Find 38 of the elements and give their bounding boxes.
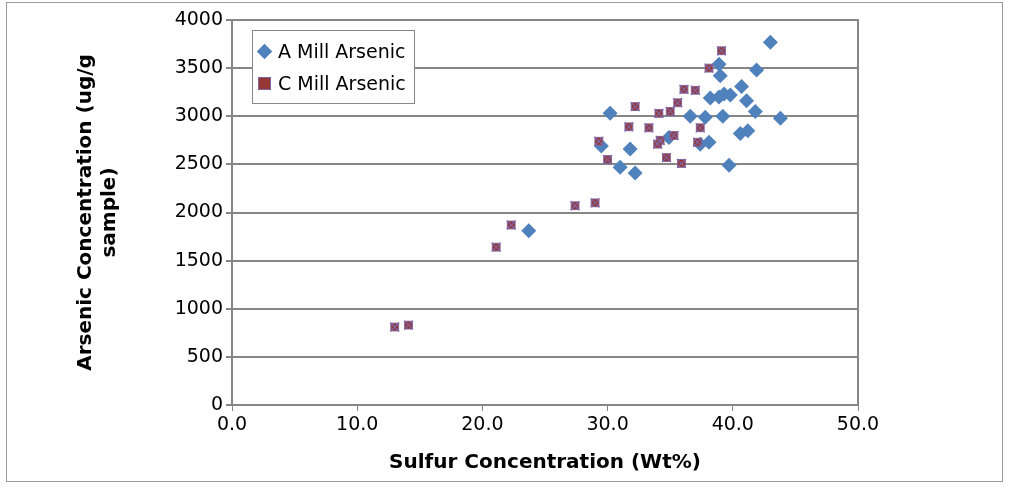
point (740, 123, 756, 139)
point (521, 223, 537, 239)
point (602, 105, 618, 121)
point (747, 103, 763, 119)
legend-label: C Mill Arsenic (277, 71, 406, 96)
point (734, 78, 750, 94)
x-tick-label: 20.0 (461, 412, 504, 435)
y-tick-label: 2000 (174, 199, 223, 222)
point (711, 56, 727, 72)
y-tick-label: 500 (186, 343, 223, 366)
y-tick-label: 4000 (174, 6, 223, 29)
point (712, 68, 728, 84)
point (721, 157, 737, 173)
point (612, 159, 628, 175)
y-tick-label: 1500 (174, 247, 223, 270)
x-axis-title: Sulfur Concentration (Wt%) (389, 449, 701, 474)
y-tick-label: 1000 (174, 295, 223, 318)
point (749, 62, 765, 78)
point (762, 34, 778, 50)
y-tick-label: 3500 (174, 55, 223, 78)
y-tick-label: 3000 (174, 103, 223, 126)
point (682, 108, 698, 124)
point (772, 110, 788, 126)
point (715, 108, 731, 124)
x-tick-label: 50.0 (836, 412, 880, 435)
x-tick-label: 30.0 (586, 412, 629, 435)
y-tick-label: 0 (210, 391, 223, 414)
x-tick-label: 0.0 (216, 412, 248, 435)
legend-label: A Mill Arsenic (277, 39, 406, 64)
x-tick-label: 10.0 (336, 412, 379, 435)
point (627, 165, 643, 181)
point (739, 93, 755, 109)
point (622, 141, 638, 157)
point (701, 134, 717, 150)
x-tick-label: 40.0 (711, 412, 754, 435)
point (697, 109, 713, 125)
y-tick-label: 2500 (174, 151, 223, 174)
y-axis-title: Arsenic Concentration (ug/g sample) (72, 54, 121, 371)
